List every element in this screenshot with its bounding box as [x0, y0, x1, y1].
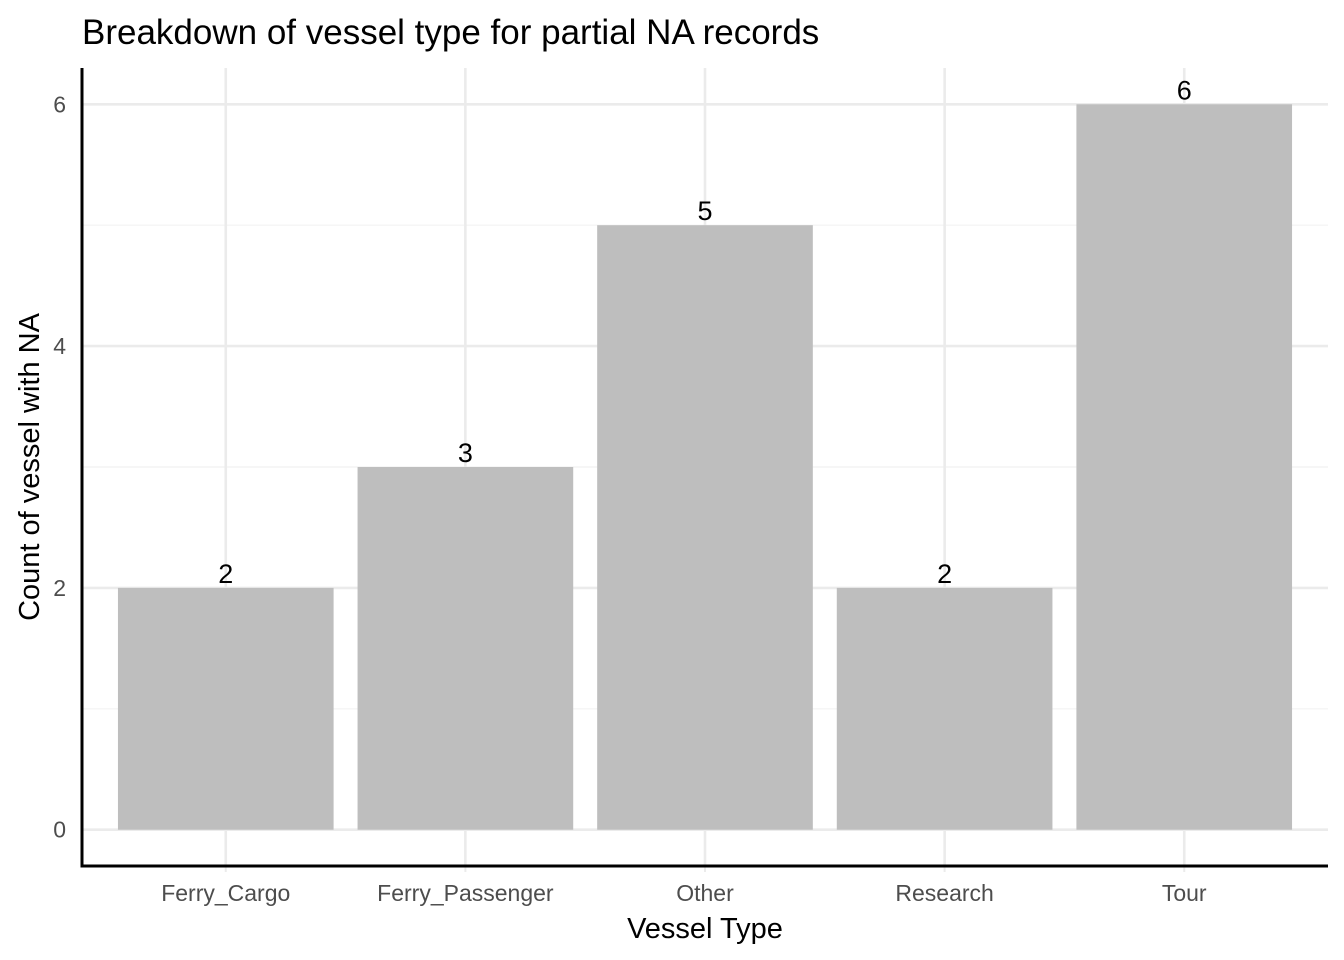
x-tick-label: Research	[895, 880, 993, 906]
y-tick-label: 6	[53, 91, 66, 117]
data-label: 6	[1177, 75, 1192, 105]
x-tick-label: Other	[676, 880, 734, 906]
bar	[117, 587, 334, 830]
y-axis-title: Count of vessel with NA	[14, 312, 46, 621]
data-labels: 2 3 5 2 6	[218, 75, 1191, 589]
y-tick-label: 2	[53, 575, 66, 601]
x-tick-label: Ferry_Passenger	[377, 880, 554, 906]
bar	[836, 587, 1053, 830]
data-label: 5	[697, 196, 712, 226]
data-label: 2	[218, 559, 233, 589]
x-axis-title: Vessel Type	[627, 913, 783, 945]
data-label: 3	[458, 438, 473, 468]
axes: Ferry_Cargo Ferry_Passenger Other Research T…	[53, 68, 1328, 906]
x-tick-label: Ferry_Cargo	[161, 880, 290, 906]
chart-title: Breakdown of vessel type for partial NA …	[82, 13, 819, 52]
data-label: 2	[937, 559, 952, 589]
bar	[597, 225, 813, 830]
x-tick-label: Tour	[1162, 880, 1207, 906]
bars	[117, 104, 1293, 830]
bar	[357, 467, 574, 830]
y-tick-label: 0	[53, 817, 66, 843]
y-tick-label: 4	[53, 333, 66, 359]
bar	[1076, 104, 1293, 830]
